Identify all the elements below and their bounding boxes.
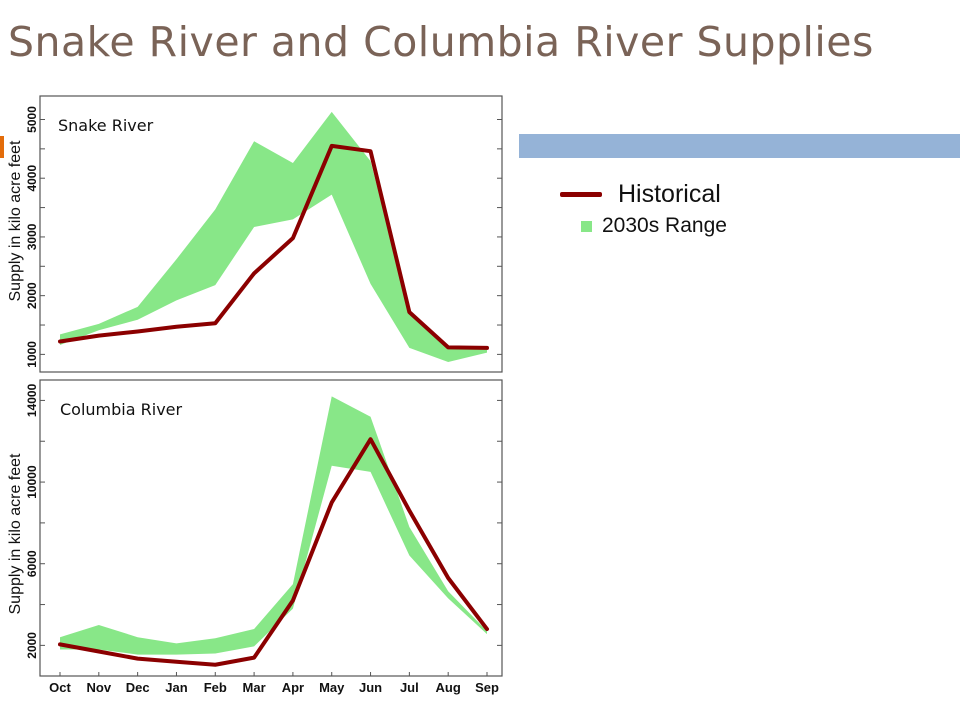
historical-line-swatch: [560, 191, 602, 197]
columbia-historical-line: [58, 437, 489, 667]
snake-y-tick-label: 4000: [25, 165, 39, 192]
snake-y-tick-label: 1000: [25, 341, 39, 368]
legend-historical-label: Historical: [618, 179, 721, 208]
columbia-y-tick-label: 6000: [25, 550, 39, 577]
columbia-panel-title: Columbia River: [60, 400, 183, 419]
snake-y-tick-label: 5000: [25, 106, 39, 133]
snake-y-tick-label: 3000: [25, 223, 39, 250]
snake-y-axis-label: Supply in kilo acre feet: [7, 140, 24, 302]
snake-plot-frame: [39, 95, 503, 373]
slide-title: Snake River and Columbia River Supplies: [8, 18, 874, 66]
x-tick-label-aug: Aug: [436, 680, 461, 695]
x-tick-label-mar: Mar: [243, 680, 266, 695]
columbia-y-tick-label: 2000: [25, 632, 39, 659]
legend-historical: Historical: [560, 178, 727, 210]
x-tick-label-may: May: [319, 680, 345, 695]
month-axis: Oct Nov Dec Jan Feb Mar Apr May Jun Jul Aug Sep: [49, 672, 499, 695]
x-tick-label-dec: Dec: [126, 680, 150, 695]
snake-panel-title: Snake River: [58, 116, 154, 135]
x-tick-label-sep: Sep: [475, 680, 499, 695]
legend-range: 2030s Range: [560, 210, 727, 242]
columbia-river-panel: Supply in kilo acre feet 2000 6000 10000 14…: [7, 379, 503, 677]
columbia-y-tick-label: 14000: [25, 383, 39, 417]
x-tick-label-feb: Feb: [204, 680, 227, 695]
legend-range-label: 2030s Range: [602, 214, 727, 237]
snake-y-tick-label: 2000: [25, 282, 39, 309]
legend: Historical 2030s Range: [560, 178, 727, 242]
x-tick-label-nov: Nov: [87, 680, 112, 695]
columbia-y-axis-label: Supply in kilo acre feet: [7, 453, 24, 615]
header-band: [519, 134, 960, 158]
accent-bar: [0, 136, 4, 158]
x-tick-label-jan: Jan: [165, 680, 187, 695]
snake-river-panel: Supply in kilo acre feet 1000 2000 3000 400…: [7, 95, 503, 373]
x-tick-label-apr: Apr: [282, 680, 304, 695]
snake-historical-line: [58, 143, 489, 350]
range-swatch: [581, 220, 592, 232]
columbia-range-band: [60, 396, 487, 655]
x-tick-label-oct: Oct: [49, 680, 71, 695]
columbia-y-tick-label: 10000: [25, 465, 39, 499]
x-tick-label-jun: Jun: [359, 680, 382, 695]
snake-range-band: [60, 111, 487, 363]
x-tick-label-jul: Jul: [400, 680, 419, 695]
columbia-plot-frame: [39, 379, 503, 677]
